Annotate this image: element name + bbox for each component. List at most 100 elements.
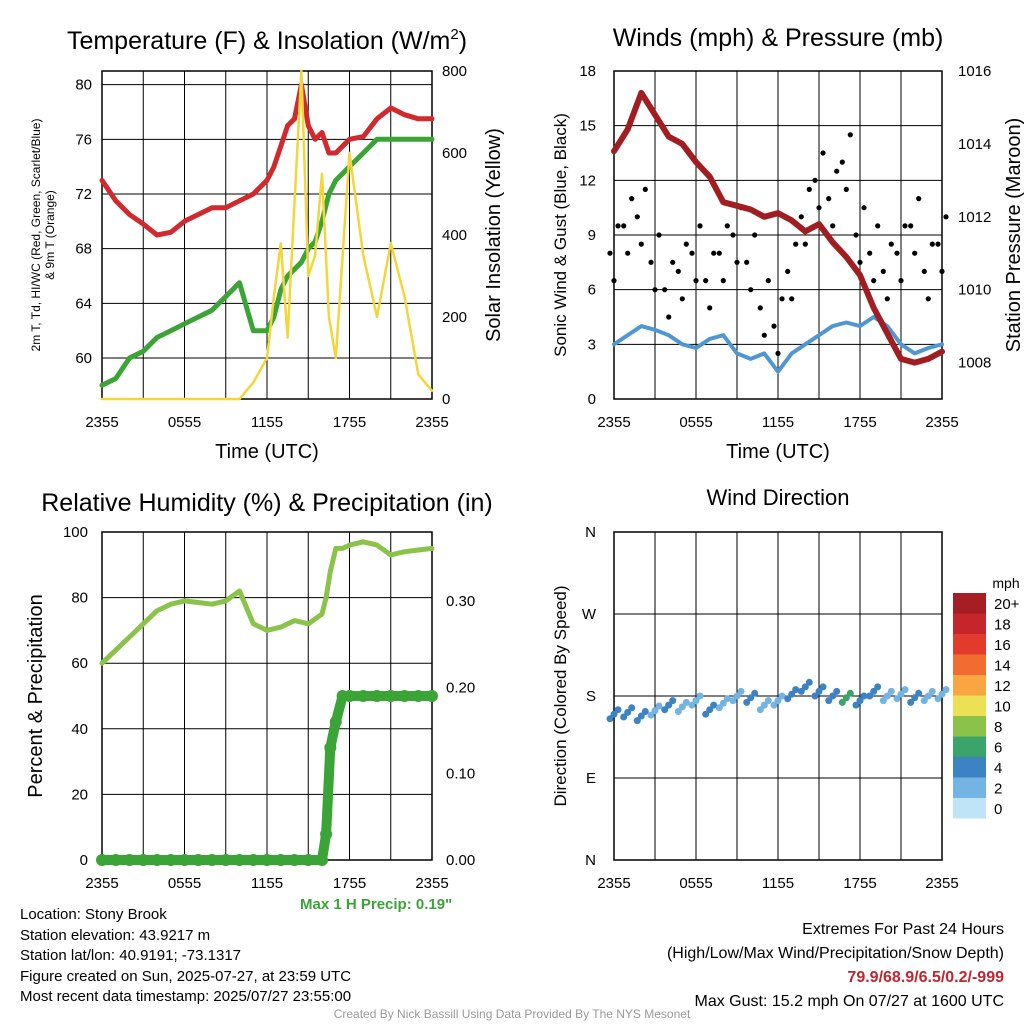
y2-tick-label: 1010 <box>958 282 991 299</box>
y2-tick-label: 0.10 <box>446 766 475 783</box>
y-tick-label: 0 <box>80 852 88 869</box>
gust-point <box>716 250 722 256</box>
y-tick-label: 76 <box>75 131 92 148</box>
x-tick-label: 2355 <box>85 875 118 892</box>
legend-label: 14 <box>994 658 1011 675</box>
y-tick-label: 60 <box>75 350 92 367</box>
legend-label: 0 <box>994 801 1002 818</box>
direction-point <box>624 708 632 716</box>
legend-swatch <box>953 593 986 614</box>
gust-point <box>929 241 935 247</box>
panel3-title: Relative Humidity (%) & Precipitation (i… <box>41 489 493 517</box>
direction-point <box>920 697 928 705</box>
wind-speed-line <box>612 315 944 374</box>
x-tick-label: 2355 <box>597 875 630 892</box>
direction-point <box>911 694 919 702</box>
direction-point <box>756 706 764 714</box>
extremes-values: 79.9/68.9/6.5/0.2/-999 <box>847 969 1004 986</box>
direction-point <box>665 701 673 709</box>
gust-point <box>730 232 736 238</box>
gust-point <box>675 268 681 274</box>
direction-point <box>637 712 645 720</box>
panel1-xlabel: Time (UTC) <box>215 441 319 463</box>
direction-point <box>651 707 659 715</box>
gust-point <box>683 241 689 247</box>
direction-point <box>805 678 813 686</box>
legend-title: mph <box>992 575 1019 591</box>
direction-point <box>696 692 704 700</box>
direction-point <box>628 704 636 712</box>
gust-point <box>765 278 771 284</box>
legend-label: 4 <box>994 760 1002 777</box>
extremes-info: Extremes For Past 24 Hours (High/Low/Max… <box>667 918 1004 1014</box>
direction-point <box>610 710 618 718</box>
direction-point <box>784 695 792 703</box>
gust-point <box>880 268 886 274</box>
direction-point <box>647 711 655 719</box>
gust-point <box>834 168 840 174</box>
y-tick-label: 80 <box>75 77 92 94</box>
gust-point <box>888 241 894 247</box>
station-info: Location: Stony Brook Station elevation:… <box>20 905 351 1008</box>
direction-point <box>838 698 846 706</box>
gust-point <box>697 223 703 229</box>
precip-line <box>97 691 437 865</box>
panel1-ylabel-1: 2m T, Td, HI/WC (Red, Green, Scarlet/Blu… <box>29 119 43 352</box>
gust-point <box>875 223 881 229</box>
direction-point <box>733 692 741 700</box>
direction-point <box>825 697 833 705</box>
gust-point <box>935 241 941 247</box>
gust-point <box>912 250 918 256</box>
gust-point <box>843 186 849 192</box>
direction-point <box>719 699 727 707</box>
x-tick-label: 2355 <box>925 414 958 431</box>
gust-point <box>847 132 853 138</box>
gust-point <box>853 232 859 238</box>
y2-tick-label: 200 <box>442 309 467 326</box>
direction-point <box>801 683 809 691</box>
y-tick-label: E <box>586 770 596 787</box>
y-tick-label: 18 <box>579 63 596 80</box>
x-tick-label: 1155 <box>762 414 794 431</box>
direction-point <box>692 697 700 705</box>
y2-tick-label: 0 <box>442 391 450 408</box>
y-tick-label: 0 <box>588 391 596 408</box>
direction-point <box>819 683 827 691</box>
gust-point <box>720 278 726 284</box>
panel2-y2label: Station Pressure (Maroon) <box>1003 118 1024 353</box>
x-tick-label: 2355 <box>925 875 958 892</box>
elevation-text: Station elevation: 43.9217 m <box>20 926 211 944</box>
direction-point <box>883 692 891 700</box>
direction-point <box>774 697 782 705</box>
gust-point <box>662 287 668 293</box>
y-tick-label: S <box>586 688 596 705</box>
y2-tick-label: 0.30 <box>446 593 475 610</box>
legend-swatch <box>953 736 986 757</box>
gust-point <box>839 159 845 165</box>
gust-point <box>898 278 904 284</box>
direction-point <box>870 687 878 695</box>
direction-point <box>710 701 718 709</box>
gust-point <box>611 278 617 284</box>
gust-point <box>798 214 804 220</box>
direction-point <box>751 689 759 697</box>
created-text: Figure created on Sun, 2025-07-27, at 23… <box>20 967 352 985</box>
panel3-ylabel: Percent & Precipitation <box>25 594 47 797</box>
gust-point <box>711 250 717 256</box>
y-tick-label: 40 <box>71 721 88 738</box>
direction-point <box>641 708 649 715</box>
y2-tick-label: 1016 <box>958 63 991 80</box>
gust-point <box>615 223 621 229</box>
direction-point <box>829 692 837 700</box>
y-tick-label: 100 <box>63 524 88 541</box>
legend-label: 12 <box>994 678 1011 695</box>
gust-point <box>779 296 785 302</box>
gust-point <box>744 259 750 265</box>
direction-point <box>678 703 686 711</box>
direction-point <box>743 698 751 706</box>
legend-label: 20+ <box>994 596 1020 613</box>
direction-point <box>893 695 901 703</box>
direction-point <box>688 701 696 709</box>
gust-point <box>871 278 877 284</box>
direction-point <box>901 686 909 694</box>
